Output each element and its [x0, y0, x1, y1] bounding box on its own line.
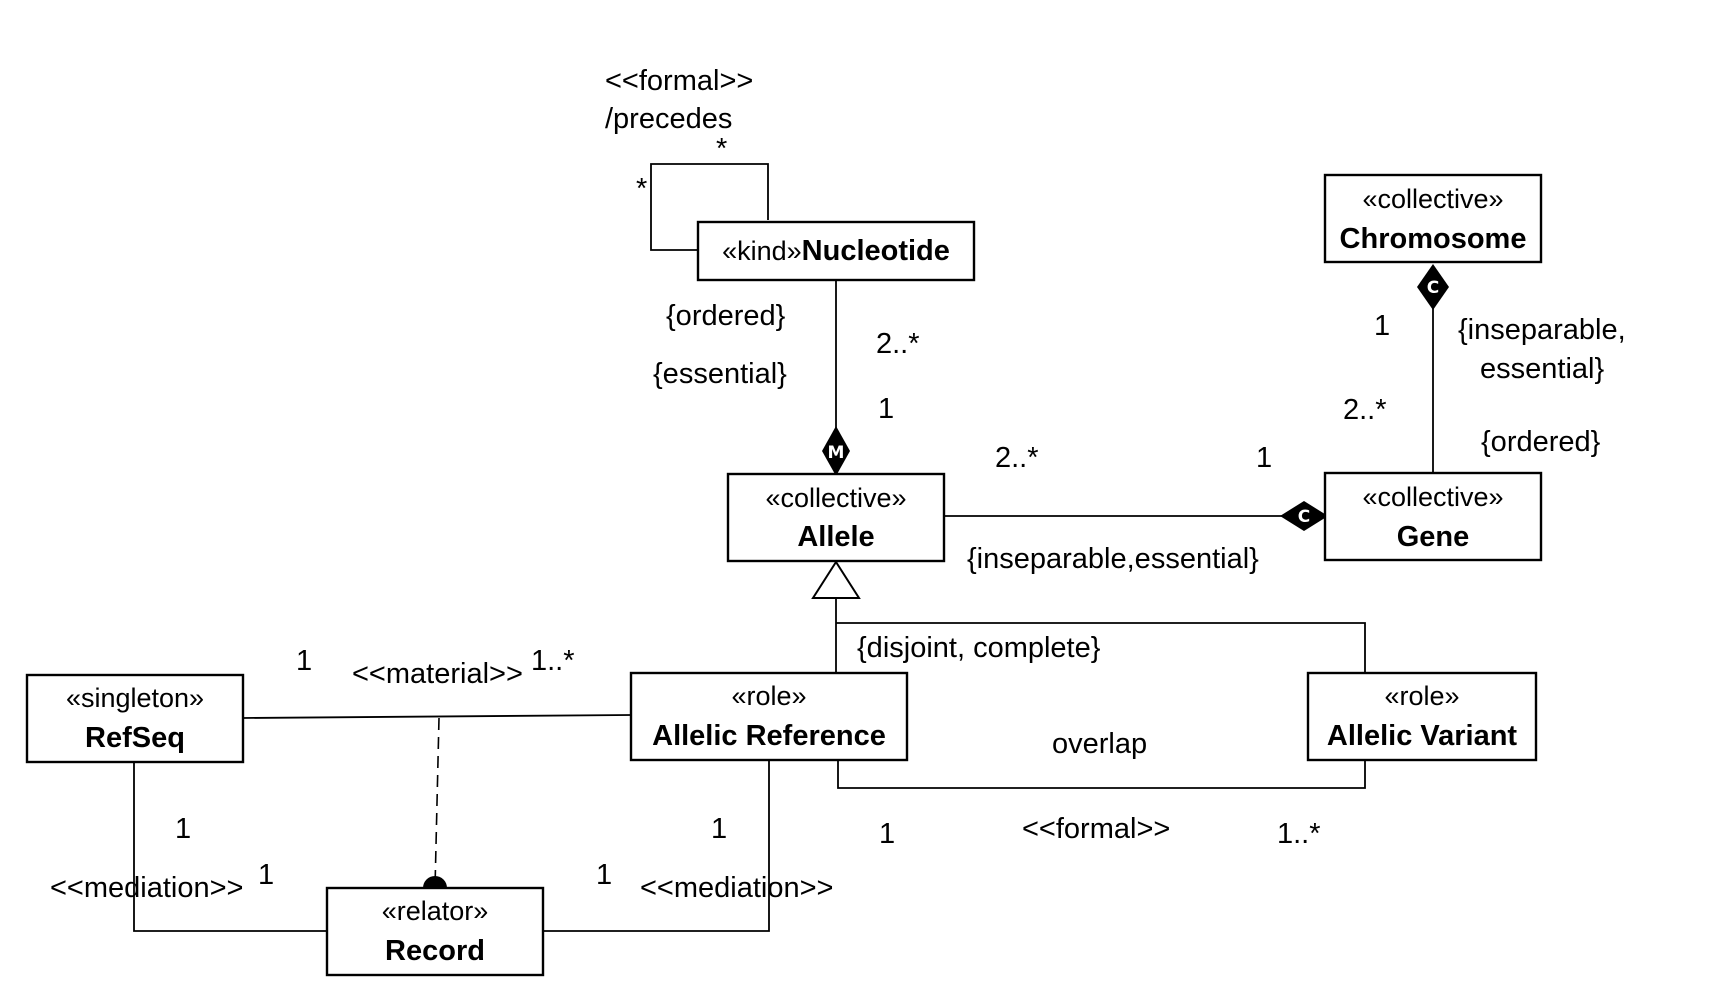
chromosome-gene-diamond	[1417, 264, 1449, 310]
material-relator-dashed-line	[434, 717, 440, 889]
mediation-right-line	[543, 760, 770, 932]
mediation-right-mult-reference: 1	[711, 813, 727, 845]
overlap-mult-reference: 1	[879, 818, 895, 850]
precedes-name-label: /precedes	[605, 103, 732, 135]
class-record-name: Record	[385, 935, 485, 967]
class-nucleotide-name: Nucleotide	[802, 235, 950, 267]
allele-gene-diamond	[1280, 501, 1328, 531]
nucleotide-allele-ordered-constraint: {ordered}	[666, 300, 786, 332]
class-allelic-variant-stereotype: «role»	[1384, 681, 1459, 711]
chromosome-gene-mult-gene: 2..*	[1343, 394, 1387, 426]
mediation-left-mult-refseq: 1	[175, 813, 191, 845]
class-allelic-variant[interactable]: «role» Allelic Variant	[1306, 671, 1538, 762]
material-mult-refseq: 1	[296, 645, 312, 677]
precedes-stereotype-label: <<formal>>	[605, 65, 753, 97]
allele-gene-constraint: {inseparable,essential}	[967, 543, 1259, 575]
overlap-mult-variant: 1..*	[1277, 818, 1321, 850]
chromosome-gene-ordered-constraint: {ordered}	[1481, 426, 1601, 458]
nucleotide-allele-diamond-letter: M	[828, 443, 845, 463]
class-allelic-variant-name: Allelic Variant	[1327, 720, 1518, 752]
class-refseq-name: RefSeq	[85, 722, 185, 754]
nucleotide-allele-mult-allele: 1	[878, 393, 894, 425]
generalization-branch-variant	[836, 622, 1366, 672]
allele-gene-mult-allele: 2..*	[995, 442, 1039, 474]
class-chromosome-name: Chromosome	[1340, 223, 1527, 255]
precedes-mult-top: *	[716, 133, 727, 165]
generalization-constraint: {disjoint, complete}	[857, 632, 1101, 664]
precedes-mult-left: *	[636, 173, 647, 205]
nucleotide-allele-essential-constraint: {essential}	[653, 358, 787, 390]
chromosome-gene-constraint-line1: {inseparable,	[1458, 314, 1626, 346]
nucleotide-allele-mult-nucleotide: 2..*	[876, 328, 920, 360]
class-chromosome[interactable]: «collective» Chromosome	[1323, 173, 1543, 264]
class-refseq[interactable]: «singleton» RefSeq	[25, 673, 245, 764]
nucleotide-allele-diamond	[822, 426, 850, 476]
mediation-right-mult-record: 1	[596, 859, 612, 891]
class-nucleotide-label: «kind»Nucleotide	[722, 235, 950, 267]
allele-gene-diamond-letter: C	[1298, 507, 1310, 527]
material-line	[242, 714, 632, 719]
material-mult-reference: 1..*	[531, 645, 575, 677]
generalization-arrow	[811, 560, 861, 599]
mediation-left-mult-record: 1	[258, 859, 274, 891]
mediation-right-stereotype-label: <<mediation>>	[640, 872, 833, 904]
class-gene[interactable]: «collective» Gene	[1323, 471, 1543, 562]
class-allele[interactable]: «collective» Allele	[726, 472, 946, 563]
chromosome-gene-diamond-letter: C	[1427, 278, 1439, 298]
class-record[interactable]: «relator» Record	[325, 886, 545, 977]
allele-gene-mult-gene: 1	[1256, 442, 1272, 474]
overlap-stereotype-label: <<formal>>	[1022, 813, 1170, 845]
material-stereotype-label: <<material>>	[352, 658, 523, 690]
class-chromosome-stereotype: «collective»	[1362, 184, 1503, 214]
class-record-stereotype: «relator»	[382, 896, 489, 926]
class-gene-name: Gene	[1397, 521, 1470, 553]
class-nucleotide[interactable]: «kind»Nucleotide	[696, 220, 976, 282]
class-allele-stereotype: «collective»	[765, 483, 906, 513]
class-allelic-reference-stereotype: «role»	[731, 681, 806, 711]
overlap-name-label: overlap	[1052, 728, 1147, 760]
chromosome-gene-constraint-line2: essential}	[1480, 353, 1604, 385]
class-nucleotide-stereotype: «kind»	[722, 236, 802, 266]
precedes-self-loop	[650, 163, 769, 251]
chromosome-gene-mult-chromosome: 1	[1374, 310, 1390, 342]
class-allele-name: Allele	[797, 521, 874, 553]
class-allelic-reference-name: Allelic Reference	[652, 720, 886, 752]
mediation-left-line	[133, 762, 327, 932]
class-refseq-stereotype: «singleton»	[66, 683, 204, 713]
mediation-left-stereotype-label: <<mediation>>	[50, 872, 243, 904]
class-gene-stereotype: «collective»	[1362, 482, 1503, 512]
overlap-line	[837, 760, 1366, 789]
class-allelic-reference[interactable]: «role» Allelic Reference	[629, 671, 909, 762]
